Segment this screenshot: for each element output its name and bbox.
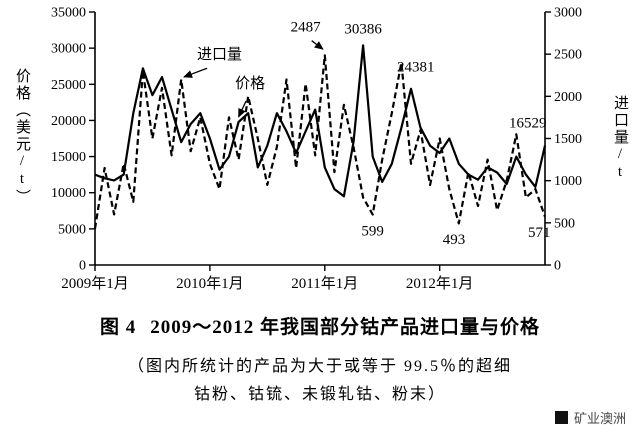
annotation-label: 2487 [291,20,322,36]
chart-area: 0 5000 10000 15000 20000 25000 30000 35000 0 500 1… [14,6,628,293]
annotation-arrow [311,40,324,50]
right-axis-tick-label: 3000 [554,6,582,21]
right-axis-tick-label: 2500 [554,48,582,63]
annotation-label: 进口量 [197,46,242,63]
left-axis-tick-label: 10000 [51,186,86,201]
figure-note-line2: 钴粉、钴锍、未锻轧钴、粉末） [193,386,446,403]
right-axis-tick-label: 1000 [554,174,582,189]
left-axis-tick-label: 30000 [51,42,86,57]
annotation-label: 493 [443,232,466,248]
left-axis-tick-label: 15000 [51,150,86,165]
left-axis-tick-label: 0 [79,259,86,274]
figure-title: 2009～2012 年我国部分钴产品进口量与价格 [150,317,541,338]
x-axis-tick-label: 2010年1月 [176,275,244,292]
annotation-label: 价格 [235,75,265,92]
figure-note-line1: （图内所统计的产品为大于或等于 99.5％的超细 [127,358,512,375]
x-axis-tick-label: 2009年1月 [61,275,129,292]
left-axis-tick-label: 25000 [51,78,86,93]
right-axis-tick-label: 0 [554,259,561,274]
left-axis-title: 价格（美元/t） [14,68,30,206]
x-axis-tick-label: 2011年1月 [291,275,358,292]
figure-label: 图 4 [99,317,137,338]
figure-caption: 图 4 2009～2012 年我国部分钴产品进口量与价格 [0,312,640,339]
right-axis-tick-label: 500 [554,216,575,231]
right-axis-tick-label: 2000 [554,90,582,105]
watermark-logo-icon [554,411,568,424]
annotation-label: 24381 [397,59,435,75]
watermark-text: 矿业澳洲 [573,411,626,426]
left-axis-tick-label: 5000 [58,222,86,237]
right-axis-title: 进口量/t [612,95,628,182]
import-volume-line [93,54,547,229]
annotation-label: 16529 [509,116,547,132]
annotation-label: 599 [361,223,384,239]
import-price-line-chart: 0 5000 10000 15000 20000 25000 30000 35000 0 500 1… [51,6,582,293]
annotation-label: 571 [528,225,551,241]
annotation-arrow [183,67,208,78]
annotation-label: 30386 [344,22,382,38]
price-line [94,44,547,198]
x-axis-tick-label: 2012年1月 [406,275,474,292]
left-axis-tick-label: 20000 [51,114,86,129]
watermark: 矿业澳洲 [554,408,626,427]
annotation-arrow [238,100,247,118]
right-axis-tick-label: 1500 [554,132,582,147]
left-axis-tick-label: 35000 [51,6,86,21]
